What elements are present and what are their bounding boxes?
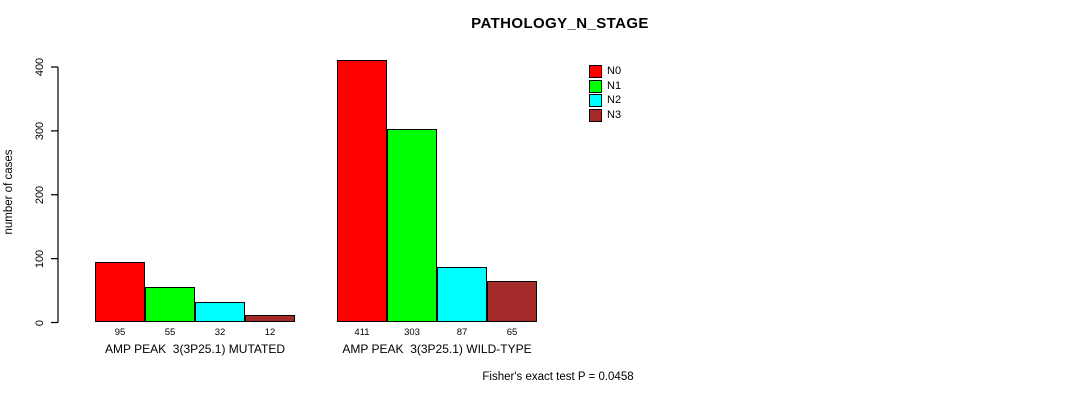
- bar-N1-group0: [145, 287, 195, 323]
- bar-N0-group1: [337, 59, 387, 323]
- group-label-0: AMP PEAK 3(3P25.1) MUTATED: [104, 342, 286, 356]
- bar-value-N2-group1: 87: [456, 327, 468, 338]
- group-label-1: AMP PEAK 3(3P25.1) WILD-TYPE: [342, 342, 532, 356]
- legend-swatch-N1: [589, 79, 602, 93]
- legend-label-N3: N3: [607, 109, 622, 122]
- bar-N2-group1: [437, 266, 487, 323]
- y-tick-label-400: 400: [34, 57, 46, 77]
- bar-value-N1-group0: 55: [164, 327, 176, 338]
- bar-value-N0-group0: 95: [114, 327, 126, 338]
- y-tick-label-100: 100: [34, 249, 46, 268]
- legend-label-N2: N2: [607, 94, 622, 107]
- legend-label-N0: N0: [607, 65, 622, 77]
- legend-swatch-N2: [589, 94, 602, 108]
- stat-annotation: Fisher's exact test P = 0.0458: [482, 371, 634, 383]
- bar-N0-group0: [95, 261, 145, 323]
- y-tick-label-0: 0: [34, 319, 46, 326]
- bar-N3-group0: [245, 314, 295, 323]
- y-axis-line: [51, 66, 59, 324]
- legend-swatch-N3: [589, 109, 602, 123]
- chart-title: PATHOLOGY_N_STAGE: [471, 15, 649, 32]
- bar-value-N1-group1: 303: [404, 327, 420, 338]
- legend-swatch-N0: [589, 65, 602, 78]
- bar-value-N2-group0: 32: [214, 327, 226, 338]
- bar-value-N3-group1: 65: [506, 327, 518, 338]
- bar-value-N3-group0: 12: [264, 327, 276, 338]
- y-tick-label-200: 200: [34, 185, 46, 204]
- bar-N1-group1: [387, 128, 437, 323]
- bar-N2-group0: [195, 302, 245, 323]
- y-tick-label-300: 300: [34, 121, 46, 141]
- bar-N3-group1: [487, 280, 537, 323]
- bar-value-N0-group1: 411: [354, 327, 370, 338]
- legend-label-N1: N1: [607, 79, 622, 92]
- y-axis-label: number of cases: [3, 149, 15, 235]
